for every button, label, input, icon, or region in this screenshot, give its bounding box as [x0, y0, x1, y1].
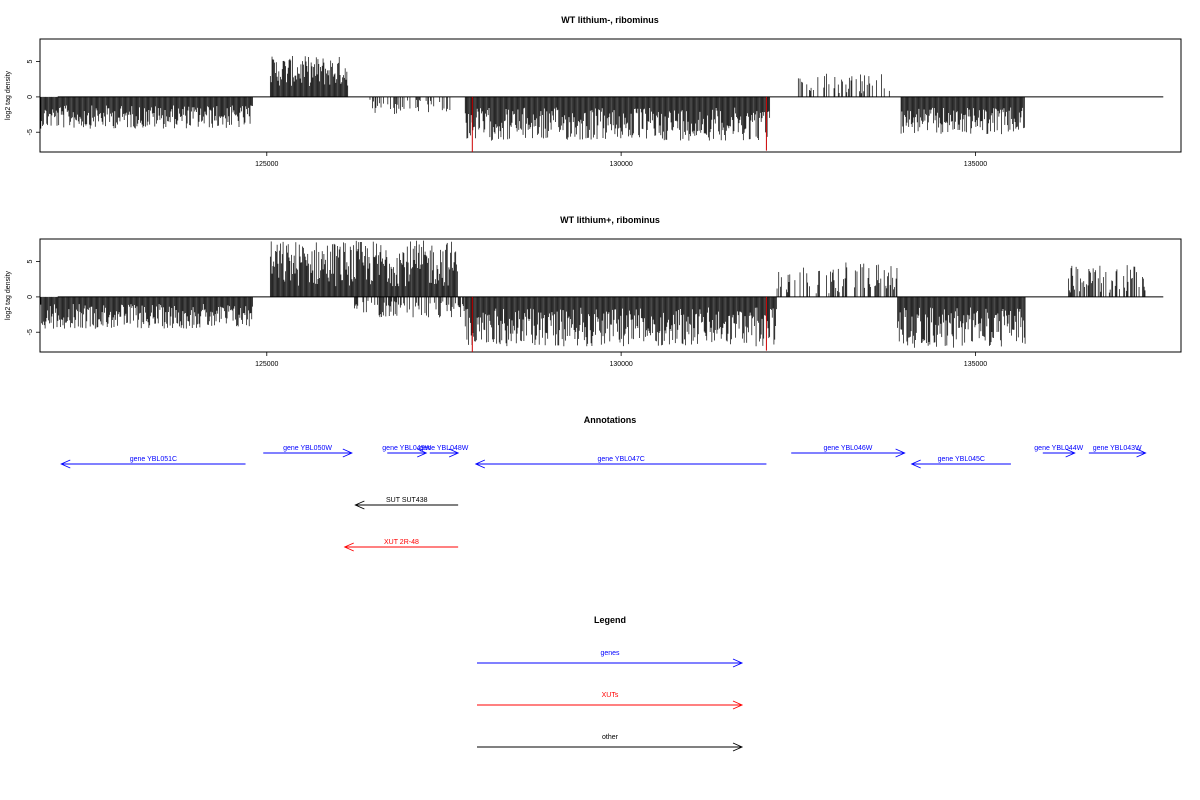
feature-arrow — [1088, 448, 1147, 458]
coverage-panel-1: WT lithium-, ribominus log2 tag density -5… — [5, 15, 1182, 168]
arrow-head — [732, 742, 744, 752]
feature-arrow — [60, 459, 246, 469]
legend-title: Legend — [594, 615, 626, 625]
y-tick-label: 0 — [27, 295, 34, 299]
feature-arrow — [343, 542, 459, 552]
coverage-panel-2: WT lithium+, ribominus log2 tag density -5… — [5, 215, 1182, 368]
density-bars — [39, 56, 1025, 141]
arrow-head — [60, 459, 71, 469]
feature-label: gene YBL050W — [283, 445, 332, 452]
y-tick-label: -5 — [27, 329, 34, 335]
legend-panel: Legend genes XUTs other — [477, 615, 744, 752]
panel-frame — [39, 238, 1182, 353]
density-bars — [39, 240, 1146, 348]
y-axis-label: log2 tag density — [5, 70, 12, 120]
x-tick-label: 125000 — [255, 361, 278, 368]
arrow-head — [354, 500, 365, 510]
y-tick-label: 0 — [27, 95, 34, 99]
panel-title: WT lithium+, ribominus — [560, 215, 660, 225]
legend-label: other — [602, 734, 619, 741]
feature-arrow — [910, 459, 1011, 469]
feature-label: gene YBL049W — [382, 445, 431, 452]
y-tick-label: -5 — [27, 129, 34, 135]
annotations-title: Annotations — [584, 415, 637, 425]
arrow-head — [895, 448, 906, 458]
x-tick-label: 130000 — [609, 161, 632, 168]
x-tick-label: 130000 — [609, 361, 632, 368]
arrow-head — [343, 542, 354, 552]
feature-label: gene YBL051C — [130, 456, 177, 463]
arrow-head — [417, 448, 428, 458]
feature-label: gene YBL048W — [419, 445, 468, 452]
arrow-head — [1065, 448, 1076, 458]
feature-arrow — [429, 448, 460, 458]
feature-label: gene YBL046W — [823, 445, 872, 452]
arrow-head — [1136, 448, 1147, 458]
x-tick-label: 125000 — [255, 161, 278, 168]
feature-label: gene YBL043W — [1093, 445, 1142, 452]
feature-label: gene YBL045C — [938, 456, 985, 463]
feature-arrow — [1042, 448, 1076, 458]
feature-arrow — [791, 448, 906, 458]
arrow-head — [474, 459, 486, 469]
panel-frame — [39, 38, 1182, 153]
feature-label: SUT SUT438 — [386, 497, 428, 504]
panel-title: WT lithium-, ribominus — [561, 15, 659, 25]
annotations-panel: Annotations gene YBL051C gene YBL050W gene … — [60, 415, 1147, 552]
arrow-head — [732, 658, 744, 668]
feature-label: XUT 2R-48 — [384, 539, 419, 546]
feature-arrow — [474, 459, 767, 469]
y-axis-label: log2 tag density — [5, 270, 12, 320]
feature-label: gene YBL044W — [1034, 445, 1083, 452]
arrow-head — [342, 448, 353, 458]
legend-arrow — [477, 742, 744, 752]
legend-label: genes — [600, 650, 620, 657]
arrow-head — [910, 459, 921, 469]
feature-label: gene YBL047C — [597, 456, 644, 463]
arrow-head — [448, 448, 460, 458]
arrow-head — [732, 700, 744, 710]
y-tick-label: 5 — [27, 60, 34, 64]
legend-label: XUTs — [602, 692, 619, 699]
feature-arrow — [387, 448, 428, 458]
x-tick-label: 135000 — [964, 161, 987, 168]
feature-arrow — [263, 448, 353, 458]
legend-arrow — [477, 658, 744, 668]
legend-arrow — [477, 700, 744, 710]
x-tick-label: 135000 — [964, 361, 987, 368]
feature-arrow — [354, 500, 459, 510]
y-tick-label: 5 — [27, 260, 34, 264]
